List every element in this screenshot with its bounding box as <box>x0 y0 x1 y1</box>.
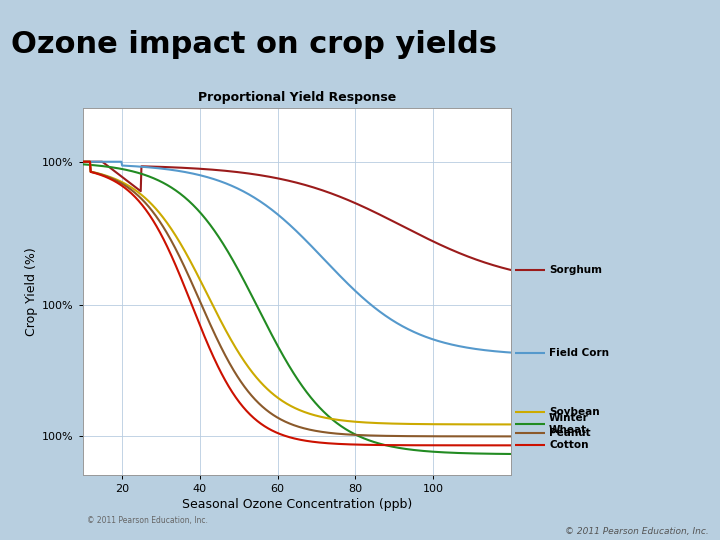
Text: Cotton: Cotton <box>549 440 588 450</box>
Text: Soybean: Soybean <box>549 408 600 417</box>
Text: Winter
Wheat: Winter Wheat <box>549 413 589 435</box>
Text: Sorghum: Sorghum <box>549 265 602 275</box>
Y-axis label: Crop Yield (%): Crop Yield (%) <box>25 247 38 336</box>
Text: Field Corn: Field Corn <box>549 348 609 357</box>
Title: Proportional Yield Response: Proportional Yield Response <box>198 91 396 104</box>
Text: © 2011 Pearson Education, Inc.: © 2011 Pearson Education, Inc. <box>565 526 709 536</box>
X-axis label: Seasonal Ozone Concentration (ppb): Seasonal Ozone Concentration (ppb) <box>182 498 412 511</box>
Text: © 2011 Pearson Education, Inc.: © 2011 Pearson Education, Inc. <box>87 516 208 525</box>
Text: Ozone impact on crop yields: Ozone impact on crop yields <box>11 30 497 58</box>
Text: Peanut: Peanut <box>549 428 590 438</box>
